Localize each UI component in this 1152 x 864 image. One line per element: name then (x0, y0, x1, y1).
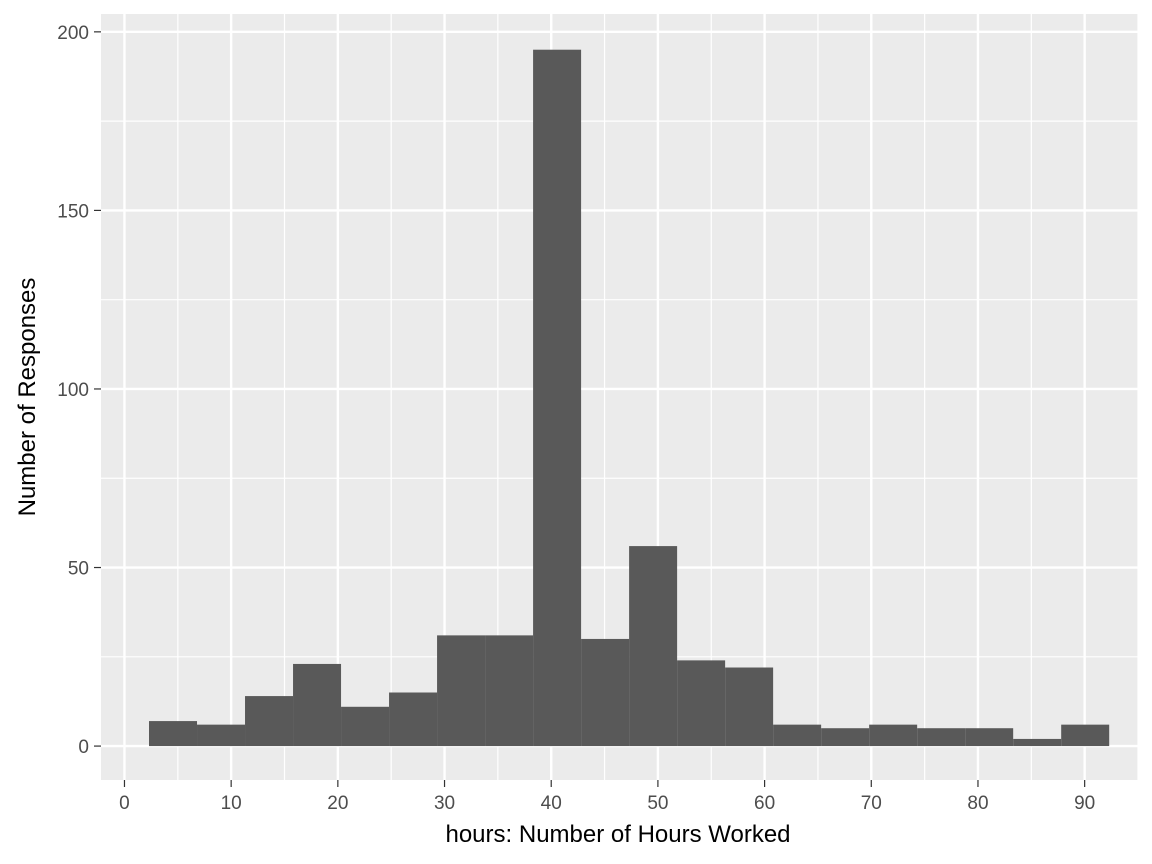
y-tick-label: 50 (68, 559, 89, 580)
x-tick-label: 0 (119, 793, 130, 814)
y-axis: 0 50 100 150 200 (57, 23, 101, 758)
bars (149, 49, 1110, 747)
histogram-bar (533, 49, 582, 747)
histogram-bar (965, 728, 1014, 747)
histogram-bar (341, 706, 390, 747)
x-tick-label: 90 (1074, 793, 1095, 814)
histogram-bar (1013, 738, 1062, 747)
x-axis-title: hours: Number of Hours Worked (445, 821, 790, 848)
x-tick-label: 40 (541, 793, 562, 814)
x-tick-label: 30 (434, 793, 455, 814)
x-tick-label: 70 (861, 793, 882, 814)
y-tick-label: 200 (57, 23, 89, 44)
y-tick-label: 150 (57, 201, 89, 222)
histogram-bar (821, 728, 870, 747)
histogram-bar (245, 696, 294, 747)
y-tick-label: 0 (78, 737, 89, 758)
histogram-bar (437, 635, 486, 747)
histogram-bar (725, 667, 774, 747)
x-axis: 0 10 20 30 40 50 60 70 80 90 (119, 780, 1095, 814)
histogram-bar (869, 724, 918, 747)
histogram-bar (917, 728, 966, 747)
histogram-bar (677, 660, 726, 747)
y-axis-title: Number of Responses (14, 278, 41, 517)
y-tick-label: 100 (57, 380, 89, 401)
histogram-bar (485, 635, 534, 747)
x-tick-label: 80 (967, 793, 988, 814)
x-tick-label: 60 (754, 793, 775, 814)
histogram-bar (581, 638, 630, 747)
x-tick-label: 50 (647, 793, 668, 814)
x-tick-label: 20 (327, 793, 348, 814)
x-tick-label: 10 (221, 793, 242, 814)
histogram-bar (293, 663, 342, 747)
histogram-bar (197, 724, 246, 747)
histogram-bar (773, 724, 822, 747)
histogram-bar (1061, 724, 1110, 747)
histogram-bar (149, 721, 198, 747)
histogram-bar (389, 692, 438, 747)
histogram-bar (629, 546, 678, 747)
